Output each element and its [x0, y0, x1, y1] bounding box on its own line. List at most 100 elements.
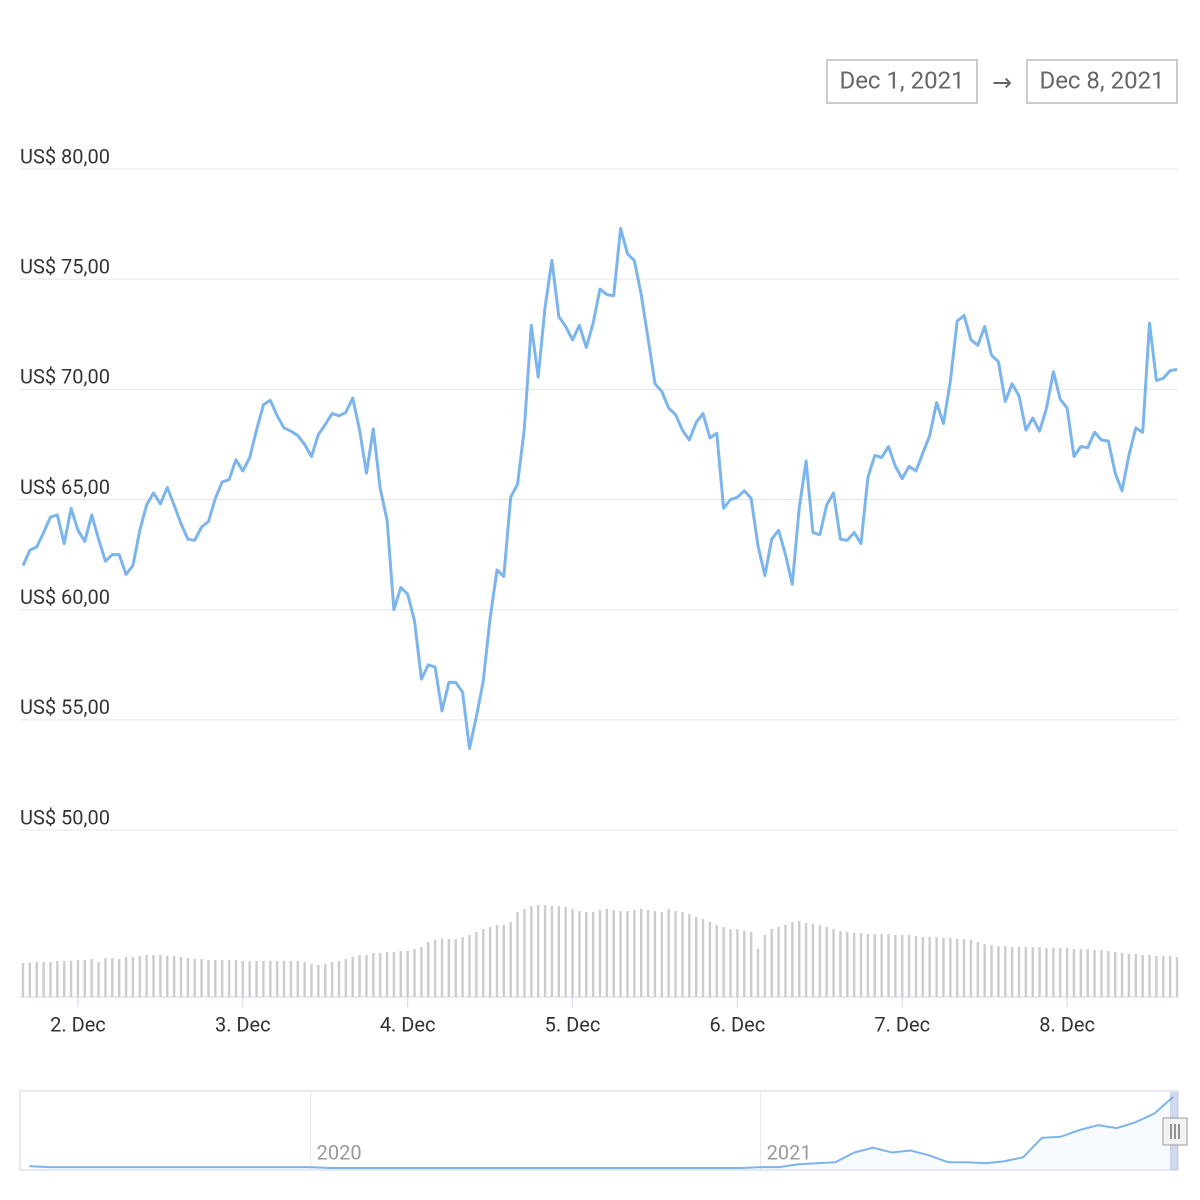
volume-bar — [674, 911, 677, 997]
date-to-input[interactable] — [1026, 59, 1178, 104]
volume-bar — [846, 932, 849, 997]
volume-bar — [708, 922, 712, 997]
navigator-tick-label: 2020 — [317, 1140, 362, 1164]
volume-bar — [983, 944, 986, 997]
volume-bar — [722, 927, 725, 997]
volume-bar — [571, 909, 574, 997]
volume-bar — [420, 947, 423, 997]
volume-bar — [42, 962, 45, 997]
x-tick-label: 8. Dec — [1039, 1012, 1095, 1036]
y-tick-label: US$ 80,00 — [20, 144, 110, 168]
volume-bar — [49, 962, 52, 997]
volume-bar — [763, 935, 767, 997]
volume-bar — [427, 942, 430, 997]
date-to: Dec 8, 2021 — [1039, 66, 1164, 94]
volume-bar — [1086, 949, 1089, 997]
volume-bar — [653, 911, 657, 997]
volume-bar — [186, 958, 190, 997]
volume-bar — [1120, 953, 1124, 997]
volume-bar — [433, 940, 437, 997]
volume-bar — [131, 957, 135, 997]
volume-bar — [901, 935, 904, 997]
volume-bar — [791, 922, 794, 997]
volume-bar — [179, 957, 183, 997]
volume-bar — [406, 951, 409, 997]
volume-bar — [1065, 948, 1069, 997]
volume-bar — [1162, 956, 1165, 997]
volume-bar — [887, 934, 890, 997]
volume-bar — [255, 961, 258, 997]
volume-bar — [1045, 948, 1048, 997]
volume-bar — [770, 929, 773, 997]
volume-bar — [935, 937, 938, 997]
x-tick-label: 4. Dec — [380, 1012, 436, 1036]
volume-bar — [1148, 955, 1151, 997]
volume-bar — [296, 961, 299, 997]
volume-bar — [310, 964, 313, 997]
volume-bar — [681, 912, 684, 997]
volume-bar — [275, 961, 279, 997]
x-tick-label: 3. Dec — [215, 1012, 271, 1036]
volume-bar — [866, 934, 870, 997]
volume-bar — [633, 910, 636, 997]
volume-bar — [1127, 954, 1131, 997]
navigator-tick-label: 2021 — [767, 1140, 812, 1164]
volume-bar — [413, 949, 416, 997]
volume-bar — [227, 960, 231, 997]
y-tick-label: US$ 65,00 — [20, 475, 110, 499]
volume-bar — [1100, 950, 1103, 997]
volume-bar — [804, 923, 808, 997]
x-tick-label: 7. Dec — [874, 1012, 930, 1036]
volume-bar — [172, 956, 176, 997]
volume-bar — [976, 942, 979, 997]
volume-bar — [111, 958, 114, 997]
volume-bar — [241, 961, 245, 997]
volume-bar — [997, 946, 1000, 997]
volume-bar — [516, 912, 519, 997]
volume-bar — [193, 959, 196, 997]
price-line — [21, 227, 1178, 750]
volume-bar — [949, 938, 952, 997]
volume-bar — [1093, 950, 1096, 997]
volume-bar — [852, 933, 856, 997]
volume-bar — [942, 938, 945, 997]
volume-bar — [482, 929, 485, 997]
volume-bar — [907, 935, 911, 997]
x-tick-label: 2. Dec — [50, 1012, 106, 1036]
volume-bar — [97, 962, 100, 997]
volume-bar — [729, 929, 732, 997]
volume-bar — [344, 959, 348, 997]
volume-bar — [667, 909, 670, 997]
volume-bar — [488, 927, 492, 997]
date-from-input[interactable] — [826, 59, 978, 104]
volume-bar — [619, 911, 622, 997]
y-tick-label: US$ 55,00 — [20, 695, 110, 719]
volume-bar — [612, 910, 615, 997]
volume-bar — [83, 960, 87, 997]
volume-bar — [282, 961, 286, 997]
volume-bar — [536, 905, 540, 997]
volume-bar — [660, 912, 664, 997]
date-from: Dec 1, 2021 — [839, 66, 964, 94]
volume-bar — [461, 937, 464, 997]
volume-bar — [248, 961, 251, 997]
volume-bar — [1024, 947, 1028, 997]
volume-bar — [317, 965, 320, 997]
volume-bar — [880, 934, 883, 997]
volume-bar — [894, 935, 897, 997]
volume-bar — [207, 960, 210, 997]
volume-bar — [214, 960, 217, 997]
y-tick-label: US$ 60,00 — [20, 585, 110, 609]
volume-bar — [495, 925, 499, 997]
volume-bar — [262, 961, 265, 997]
volume-bar — [873, 934, 876, 997]
volume-bar — [523, 909, 526, 997]
volume-bar — [152, 955, 155, 997]
volume-bar — [269, 961, 272, 997]
volume-bar — [688, 914, 691, 997]
volume-bar — [234, 960, 238, 997]
volume-bar — [166, 956, 169, 997]
volume-bar — [440, 939, 444, 997]
volume-bar — [475, 932, 478, 997]
